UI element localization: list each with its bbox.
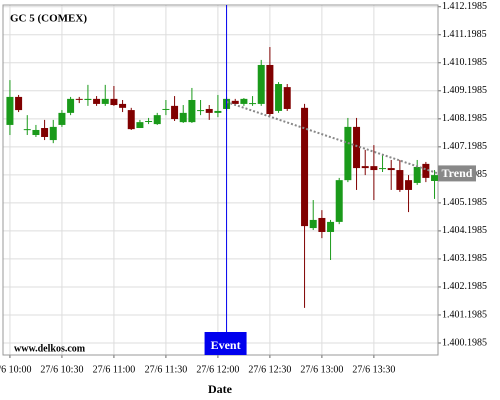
y-tick-label: 1.404.1985 [442,225,487,236]
candle-body [145,121,153,123]
candle-body [15,96,23,111]
trend-badge [438,165,476,182]
candle-body [387,168,395,171]
candle-body [370,166,378,171]
candle-body [301,107,309,227]
x-tick-label: 27/6 12:00 [196,364,239,375]
candle-body [41,128,49,137]
candle-body [214,110,222,113]
candle-body [136,122,144,129]
y-tick-label: 1.409.1985 [442,85,487,96]
candle-body [119,103,127,108]
candle-body [335,180,343,222]
candle-body [153,115,161,125]
candle-body [240,98,248,104]
candle-body [344,126,352,181]
candle-body [171,105,179,120]
y-tick-label: 1.410.1985 [442,57,487,68]
candle-body [353,126,361,169]
candle-body [266,64,274,115]
y-tick-label: 1.408.1985 [442,113,487,124]
candle-body [101,98,109,104]
candle-body [32,129,40,136]
y-tick-label: 1.411.1985 [442,29,487,40]
x-tick-label: 27/6 13:30 [352,364,395,375]
candle-body [197,110,205,112]
candle-body [283,87,291,109]
x-tick-label: 27/6 12:30 [248,364,291,375]
candle-body [84,98,92,100]
x-tick-label: 27/6 10:00 [0,364,31,375]
candle-body [405,180,413,190]
candle-body [309,219,317,229]
candle-body [110,98,118,106]
candle-body [179,112,187,123]
chart-title: GC 5 (COMEX) [10,13,87,25]
trend-line [226,101,439,175]
candle-body [205,108,213,113]
y-tick-label: 1.403.1985 [442,253,487,264]
candle-body [379,168,387,170]
y-tick-label: 1.402.1985 [442,281,487,292]
y-tick-label: 1.407.1985 [442,141,487,152]
candle-body [327,221,335,232]
candle-body [231,100,239,104]
candle-body [67,98,75,113]
candle-body [127,110,135,130]
candle-body [23,129,31,131]
x-tick-label: 27/6 11:00 [93,364,136,375]
x-tick-label: 27/6 13:00 [300,364,343,375]
candle-body [431,175,439,181]
y-tick-label: 1.412.1985 [442,1,487,12]
source-label: www.delkos.com [14,343,86,354]
candle-body [188,99,196,123]
candle-body [361,166,369,169]
event-label: Event [211,338,241,352]
event-badge [204,332,247,355]
x-axis-label: Date [208,382,233,396]
trend-label: Trend [442,166,473,180]
candle-body [93,98,101,104]
candle-body [75,98,83,100]
candle-body [318,217,326,232]
candle-body [275,84,283,111]
x-tick-label: 27/6 11:30 [145,364,188,375]
y-tick-label: 1.405.1985 [442,197,487,208]
candle-body [162,108,170,110]
candle-body [6,96,14,125]
candle-body [422,163,430,178]
candle-body [413,166,421,183]
candle-body [49,126,57,141]
y-tick-label: 1.400.1985 [442,337,487,348]
x-tick-label: 27/6 10:30 [40,364,83,375]
candle-body [396,170,404,190]
candle-body [58,112,66,125]
y-tick-label: 1.401.1985 [442,309,487,320]
candle-body [249,103,257,105]
candle-body [257,64,265,104]
